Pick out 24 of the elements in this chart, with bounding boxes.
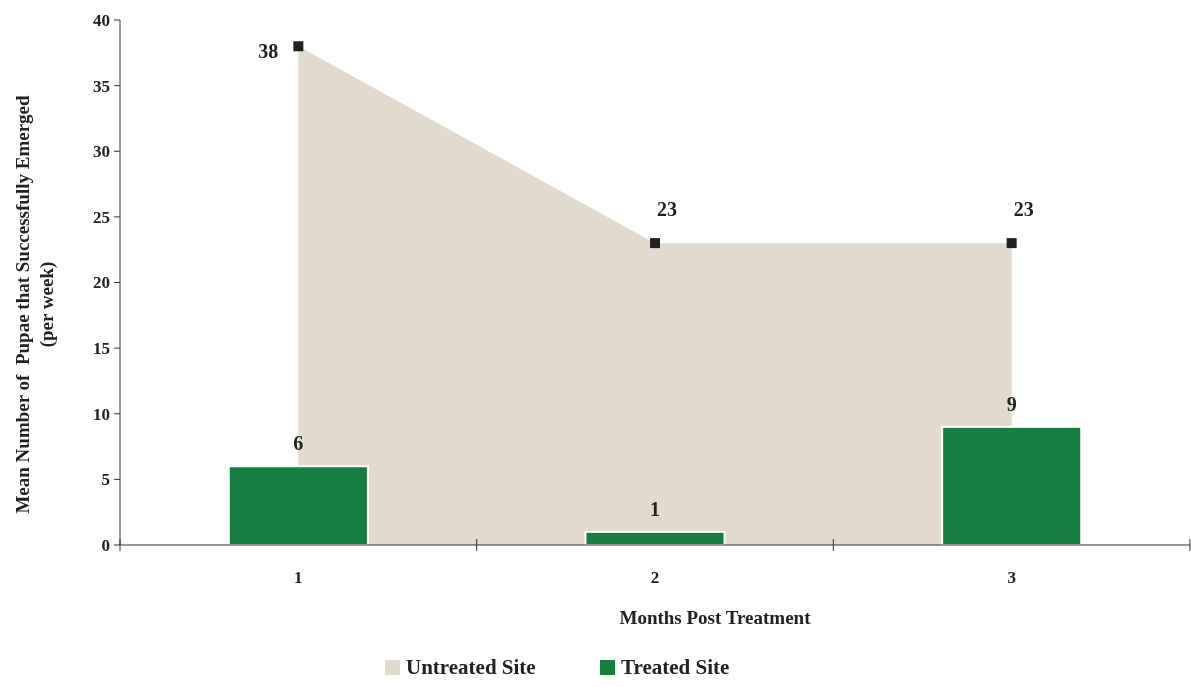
y-tick-label: 5: [101, 470, 110, 490]
y-tick-label: 10: [93, 404, 110, 424]
data-label: 9: [1006, 392, 1017, 415]
legend-label: Untreated Site: [406, 655, 536, 679]
y-tick-label: 0: [101, 535, 110, 555]
y-tick-label: 35: [93, 76, 110, 96]
bar: [941, 425, 1083, 546]
data-label: 23: [657, 198, 677, 221]
legend-label: Treated Site: [621, 655, 730, 679]
y-axis-title: Mean Number of Pupae that Successfully Emerged (per week): [12, 95, 58, 514]
x-axis-title: Months Post Treatment: [619, 607, 812, 628]
x-tick-label: 2: [650, 568, 660, 587]
bar: [227, 465, 369, 546]
x-tick-label: 1: [294, 568, 303, 587]
y-tick-label: 20: [93, 273, 110, 293]
data-label: 6: [293, 432, 304, 455]
x-tick-label: 3: [1007, 568, 1016, 587]
data-label: 1: [650, 497, 660, 520]
y-tick-label: 30: [93, 142, 110, 162]
y-tick-label: 40: [93, 10, 110, 30]
data-label: 23: [1013, 198, 1034, 221]
data-label: 38: [258, 40, 279, 63]
y-tick-label: 25: [93, 207, 110, 227]
y-tick-label: 15: [93, 339, 110, 359]
